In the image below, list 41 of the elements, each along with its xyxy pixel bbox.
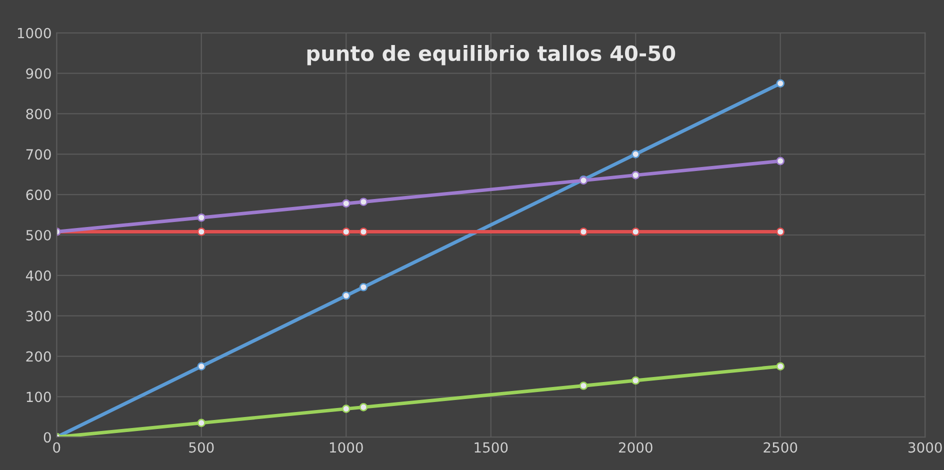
y-tick-label: 1000 — [18, 28, 51, 38]
point — [631, 150, 640, 158]
point — [359, 228, 368, 236]
point — [359, 282, 368, 292]
y-tick-label: 700 — [26, 149, 51, 160]
y-tick-label: 100 — [26, 392, 51, 402]
y-tick-label: 400 — [26, 270, 51, 281]
point — [579, 228, 588, 236]
x-tick-label: 1000 — [330, 442, 363, 453]
point — [342, 228, 350, 236]
point — [631, 228, 640, 236]
point — [631, 376, 640, 385]
point — [359, 198, 368, 206]
x-tick-label: 0 — [53, 442, 60, 453]
point — [197, 228, 206, 236]
point — [197, 213, 206, 222]
point — [776, 79, 785, 88]
y-tick-label: 300 — [26, 310, 51, 322]
point — [776, 228, 785, 236]
point — [359, 403, 368, 412]
x-tick-label: 2000 — [618, 442, 652, 453]
x-tick-label: 1500 — [474, 442, 508, 453]
y-tick-label: 800 — [26, 108, 51, 120]
x-tick-label: 3000 — [908, 442, 942, 453]
y-tick-label: 0 — [44, 432, 51, 443]
point — [579, 382, 588, 390]
y-tick-label: 900 — [26, 68, 51, 79]
x-tick-label: 2500 — [764, 442, 798, 453]
y-tick-label: 600 — [26, 190, 51, 200]
point — [342, 404, 350, 413]
y-tick-label: 200 — [26, 351, 51, 362]
y-tick-label: 500 — [26, 230, 51, 240]
point — [342, 291, 350, 300]
point — [776, 156, 785, 166]
point — [631, 171, 640, 180]
point — [197, 418, 206, 428]
text: punto de equilibrio tallos 40-50 — [307, 45, 676, 66]
x-tick-label: 500 — [189, 442, 214, 453]
point — [776, 362, 785, 371]
point — [342, 199, 350, 208]
point — [197, 362, 206, 371]
